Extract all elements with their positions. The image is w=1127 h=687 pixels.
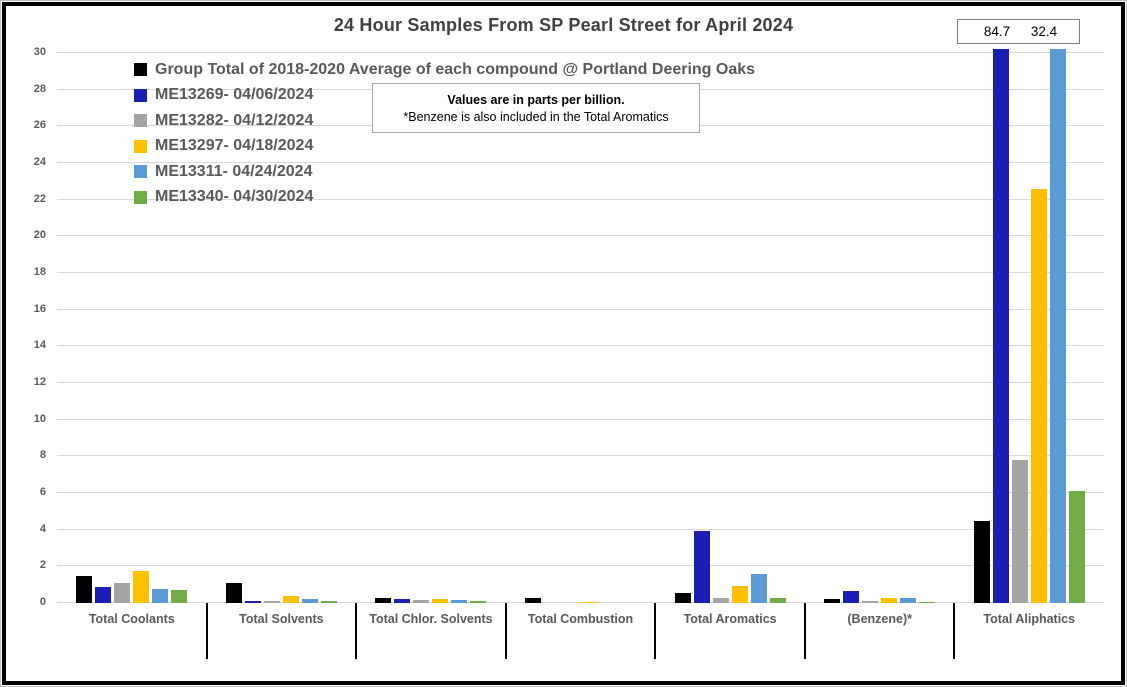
bar: [1050, 49, 1066, 603]
bar: [321, 601, 337, 603]
bar: [95, 587, 111, 604]
callout-value-1: 84.7: [977, 24, 1017, 39]
bar: [843, 591, 859, 603]
bar: [76, 576, 92, 604]
y-axis-tick-label: 18: [14, 266, 46, 278]
bar: [824, 599, 840, 603]
bar: [226, 583, 242, 603]
bar: [1031, 189, 1047, 603]
note-box: Values are in parts per billion. *Benzen…: [372, 83, 700, 133]
bar: [582, 602, 598, 603]
bar: [675, 593, 691, 603]
legend-label: ME13282- 04/12/2024: [155, 112, 313, 130]
legend-item: Group Total of 2018-2020 Average of each…: [134, 57, 755, 83]
bar: [114, 583, 130, 603]
y-axis-tick-label: 8: [14, 449, 46, 461]
x-axis-label: Total Aliphatics: [954, 612, 1104, 626]
bar-group: [805, 53, 955, 603]
legend-label: Group Total of 2018-2020 Average of each…: [155, 61, 755, 79]
x-axis-label: Total Coolants: [57, 612, 207, 626]
bar: [993, 49, 1009, 603]
x-axis-label: (Benzene)*: [805, 612, 955, 626]
bar: [919, 602, 935, 603]
legend-label: ME13269- 04/06/2024: [155, 86, 313, 104]
y-axis-tick-label: 20: [14, 229, 46, 241]
bar: [470, 601, 486, 603]
bar: [974, 521, 990, 604]
bar: [1012, 460, 1028, 603]
bar: [245, 601, 261, 603]
bar: [694, 531, 710, 603]
bar: [1069, 491, 1085, 603]
legend-swatch: [134, 63, 147, 76]
legend-swatch: [134, 165, 147, 178]
bar: [432, 599, 448, 603]
legend-swatch: [134, 114, 147, 127]
legend: Group Total of 2018-2020 Average of each…: [134, 57, 755, 210]
bar: [152, 589, 168, 603]
y-axis-tick-label: 26: [14, 119, 46, 131]
y-axis-tick-label: 4: [14, 523, 46, 535]
legend-item: ME13311- 04/24/2024: [134, 159, 755, 185]
y-axis-tick-label: 28: [14, 83, 46, 95]
bar: [264, 601, 280, 603]
bar: [732, 586, 748, 603]
legend-swatch: [134, 89, 147, 102]
legend-item: ME13340- 04/30/2024: [134, 185, 755, 211]
y-axis-tick-label: 30: [14, 46, 46, 58]
value-callout-box: 84.7 32.4: [957, 19, 1080, 44]
x-axis-label: Total Chlor. Solvents: [356, 612, 506, 626]
callout-value-2: 32.4: [1024, 24, 1064, 39]
bar: [751, 574, 767, 603]
legend-label: ME13311- 04/24/2024: [155, 163, 312, 181]
bar: [900, 598, 916, 604]
y-axis-tick-label: 24: [14, 156, 46, 168]
bar: [525, 598, 541, 603]
note-line2: *Benzene is also included in the Total A…: [373, 110, 699, 124]
bar: [394, 599, 410, 603]
bar: [302, 599, 318, 603]
x-axis-labels: Total CoolantsTotal SolventsTotal Chlor.…: [57, 612, 1104, 626]
x-axis-label: Total Combustion: [506, 612, 656, 626]
bar: [413, 600, 429, 603]
bar: [375, 598, 391, 604]
bar: [862, 601, 878, 603]
legend-swatch: [134, 140, 147, 153]
y-axis-tick-label: 12: [14, 376, 46, 388]
note-line1: Values are in parts per billion.: [373, 93, 699, 107]
bar: [770, 598, 786, 604]
x-axis-label: Total Solvents: [207, 612, 357, 626]
bar: [881, 598, 897, 603]
legend-swatch: [134, 191, 147, 204]
bar: [451, 600, 467, 603]
legend-item: ME13297- 04/18/2024: [134, 134, 755, 160]
bar: [133, 571, 149, 603]
legend-label: ME13340- 04/30/2024: [155, 188, 313, 206]
y-axis-tick-label: 2: [14, 559, 46, 571]
bar: [283, 596, 299, 603]
bar: [713, 598, 729, 603]
y-axis-tick-label: 0: [14, 596, 46, 608]
y-axis-tick-label: 22: [14, 193, 46, 205]
bar-group: [954, 53, 1104, 603]
y-axis-tick-label: 14: [14, 339, 46, 351]
y-axis-tick-label: 16: [14, 303, 46, 315]
y-axis-tick-label: 6: [14, 486, 46, 498]
y-axis-tick-label: 10: [14, 413, 46, 425]
legend-label: ME13297- 04/18/2024: [155, 137, 313, 155]
bar: [171, 590, 187, 603]
x-axis-label: Total Aromatics: [655, 612, 805, 626]
